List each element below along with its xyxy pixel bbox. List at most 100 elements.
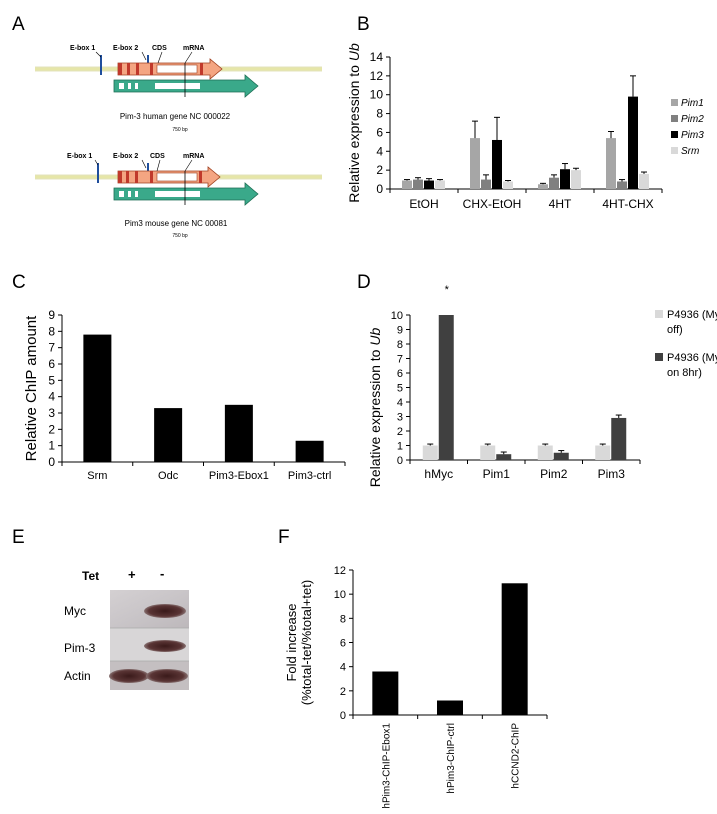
bar [224, 404, 253, 462]
blot-row-myc: Myc [64, 604, 86, 618]
y-tick-label: 8 [48, 324, 55, 338]
y-axis-label: Relative expression to Ub [346, 43, 362, 203]
bar-p4936-myc-off- [537, 445, 553, 460]
bar-p4936-myc-off- [595, 445, 611, 460]
band-actin-plus [109, 669, 149, 683]
y-tick-label: 4 [340, 662, 346, 674]
bar-p4936-myc-on-8hr- [611, 417, 627, 460]
bar [501, 583, 528, 715]
y-tick-label: 2 [376, 163, 383, 177]
bar-pim1 [538, 184, 548, 189]
human-cds-label: CDS [152, 45, 167, 52]
bar-pim2 [549, 177, 559, 189]
y-tick-label: 10 [370, 88, 384, 102]
human-mrna-label: mRNA [183, 45, 204, 52]
mouse-cds-arrow [117, 166, 221, 188]
human-ebox1-label: E-box 1 [70, 45, 95, 52]
y-tick-label: 3 [48, 406, 55, 420]
y-tick-label: 2 [340, 686, 346, 698]
bar-srm [503, 181, 513, 189]
y-tick-label: 9 [397, 325, 403, 337]
bar [83, 334, 112, 462]
x-category-label: Odc [158, 470, 179, 482]
y-tick-label: 0 [397, 455, 403, 467]
bar [295, 440, 324, 462]
y-tick-label: 4 [48, 390, 55, 404]
x-category-label: Pim3-Ebox1 [209, 470, 269, 482]
band-pim3-minus [144, 640, 186, 652]
y-tick-label: 1 [48, 439, 55, 453]
legend-label: P4936 (Myc [667, 352, 717, 364]
legend-swatch [671, 131, 678, 138]
legend-label: Pim2 [681, 114, 704, 125]
blot-row-actin: Actin [64, 669, 91, 683]
y-tick-label: 12 [334, 565, 346, 577]
bar-p4936-myc-off- [422, 445, 438, 460]
bar-pim2 [617, 181, 627, 189]
y-tick-label: 0 [340, 710, 346, 722]
y-tick-label: 8 [376, 107, 383, 121]
legend-label: Pim1 [681, 98, 704, 109]
y-tick-label: 4 [376, 144, 383, 158]
legend-swatch [655, 310, 663, 318]
legend-label: Pim3 [681, 130, 704, 141]
x-category-label: hPim3-ChIP-ctrl [446, 723, 457, 794]
human-scale-label: 750 bp [172, 127, 188, 133]
x-category-label: Pim3-ctrl [288, 470, 331, 482]
human-cds-arrow [117, 58, 223, 80]
mouse-ebox2-label: E-box 2 [113, 153, 138, 160]
y-tick-label: 1 [397, 441, 403, 453]
x-category-label: EtOH [409, 197, 438, 211]
legend-swatch [671, 147, 678, 154]
blot-plus-label: + [128, 567, 136, 582]
panel-d-letter: D [357, 272, 371, 293]
y-tick-label: 2 [48, 422, 55, 436]
y-tick-label: 2 [397, 426, 403, 438]
bar-p4936-myc-on-8hr- [496, 454, 512, 460]
bar-pim3 [628, 96, 638, 189]
blot-minus-label: - [160, 566, 165, 581]
bar-srm [435, 180, 445, 189]
y-tick-label: 6 [48, 357, 55, 371]
blot-actin-strip [110, 661, 189, 690]
x-category-label: Pim1 [483, 467, 511, 481]
panel-e-letter: E [12, 527, 25, 548]
x-category-label: 4HT [549, 197, 572, 211]
legend-swatch [655, 353, 663, 361]
panel-f-letter: F [278, 527, 290, 548]
bar-pim3 [424, 180, 434, 189]
human-ebox2-label: E-box 2 [113, 45, 138, 52]
bar-pim2 [481, 179, 491, 189]
x-category-label: Pim3 [598, 467, 626, 481]
y-tick-label: 14 [370, 50, 384, 64]
y-tick-label: 6 [376, 125, 383, 139]
band-myc-minus [144, 604, 186, 618]
blot-pim3-strip [110, 628, 189, 661]
y-axis-label: (%total-tet/%total+tet) [299, 580, 314, 705]
bar [437, 700, 463, 715]
band-actin-minus [146, 669, 188, 683]
bar-pim1 [470, 138, 480, 189]
bar-p4936-myc-on-8hr- [438, 315, 454, 460]
y-axis-label: Fold increase [284, 603, 299, 681]
y-tick-label: 4 [397, 397, 403, 409]
bar-srm [571, 170, 581, 189]
mouse-mrna-arrow [113, 182, 259, 206]
y-tick-label: 5 [397, 383, 403, 395]
x-category-label: hPim3-ChIP-Ebox1 [381, 723, 392, 809]
bar-p4936-myc-on-8hr- [553, 452, 569, 460]
bar [372, 671, 399, 715]
x-category-label: CHX-EtOH [463, 197, 522, 211]
mouse-cds-label: CDS [150, 153, 165, 160]
mouse-gene-diagram: E-box 1 E-box 2 CDS mRNA Pim3 mouse gene… [35, 153, 322, 239]
x-category-label: Pim2 [540, 467, 568, 481]
y-tick-label: 10 [334, 589, 346, 601]
blot-row-pim3: Pim-3 [64, 641, 96, 655]
mouse-mrna-label: mRNA [183, 153, 204, 160]
x-category-label: 4HT-CHX [602, 197, 653, 211]
